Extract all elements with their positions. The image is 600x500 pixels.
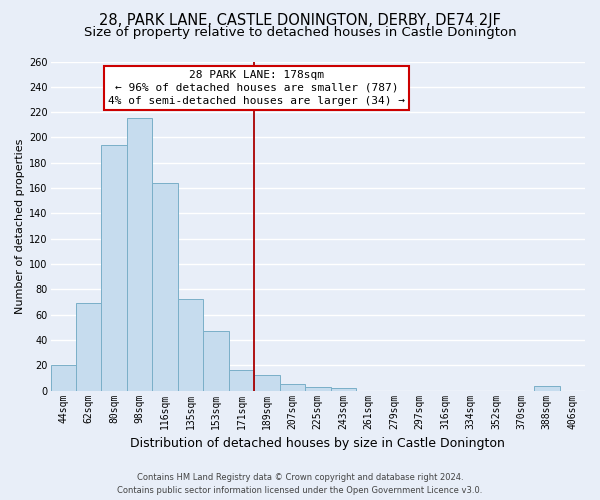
Bar bbox=[254, 376, 280, 390]
Bar bbox=[203, 331, 229, 390]
Bar bbox=[101, 145, 127, 390]
Bar bbox=[534, 386, 560, 390]
Bar bbox=[229, 370, 254, 390]
Bar bbox=[178, 300, 203, 390]
Bar bbox=[280, 384, 305, 390]
Bar bbox=[50, 366, 76, 390]
Bar bbox=[127, 118, 152, 390]
Bar bbox=[305, 387, 331, 390]
X-axis label: Distribution of detached houses by size in Castle Donington: Distribution of detached houses by size … bbox=[130, 437, 505, 450]
Y-axis label: Number of detached properties: Number of detached properties bbox=[15, 138, 25, 314]
Text: 28 PARK LANE: 178sqm
← 96% of detached houses are smaller (787)
4% of semi-detac: 28 PARK LANE: 178sqm ← 96% of detached h… bbox=[108, 70, 405, 106]
Bar bbox=[152, 183, 178, 390]
Text: 28, PARK LANE, CASTLE DONINGTON, DERBY, DE74 2JF: 28, PARK LANE, CASTLE DONINGTON, DERBY, … bbox=[99, 12, 501, 28]
Text: Contains HM Land Registry data © Crown copyright and database right 2024.
Contai: Contains HM Land Registry data © Crown c… bbox=[118, 474, 482, 495]
Text: Size of property relative to detached houses in Castle Donington: Size of property relative to detached ho… bbox=[83, 26, 517, 39]
Bar bbox=[331, 388, 356, 390]
Bar bbox=[76, 304, 101, 390]
